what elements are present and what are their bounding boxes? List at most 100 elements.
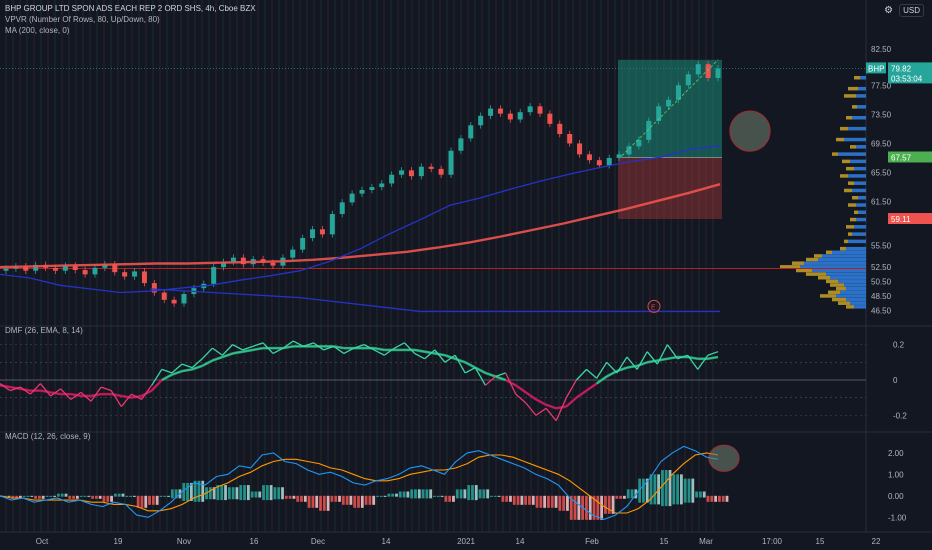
macd-tick-label: 2.00 [888,449,904,458]
dmf-signal-band [525,391,537,401]
volume-profile-bar-up [856,145,866,149]
price-tick-label: 61.50 [871,198,892,207]
candle-body [300,238,306,250]
dmf-signal-band [252,346,264,352]
dmf-line [262,342,274,354]
vwap-line [0,144,721,294]
macd-histogram-bar [277,487,281,500]
macd-histogram-bar [360,495,364,508]
volume-profile-bar-down [854,210,858,215]
candle-body [3,268,9,271]
volume-profile-bar-down [848,203,856,207]
volume-profile-bar-down [852,196,858,200]
time-tick-label: 15 [816,537,825,546]
macd-histogram-bar [56,493,60,497]
macd-histogram-bar [683,478,687,503]
volume-profile-bar-down [818,276,830,280]
volume-profile-bar-down [844,94,856,98]
macd-legend[interactable]: MACD (12, 26, close, 9) [5,432,91,441]
time-tick-label: 14 [382,537,391,546]
candle-body [497,108,503,114]
dmf-signal-band [161,373,173,382]
currency-button[interactable]: USD [899,4,924,17]
volume-profile-bar-down [832,152,838,156]
dmf-signal-band [282,345,294,350]
volume-profile-bar-down [826,250,832,255]
macd-histogram-bar [459,489,463,499]
dmf-signal-band [222,352,234,359]
macd-histogram-bar [558,495,562,511]
symbol-badge-label: BHP [868,64,884,73]
gear-icon[interactable]: ⚙ [884,5,894,16]
macd-histogram-bar [547,495,550,508]
dmf-signal-band [121,394,132,399]
macd-histogram-bar [144,495,148,508]
macd-histogram-bar [315,495,319,508]
vpvr-legend[interactable]: VPVR (Number Of Rows, 80, Up/Down, 80) [5,15,160,24]
macd-histogram-bar [212,487,216,500]
earnings-marker-label: E [651,304,656,311]
lower-band-line [149,288,720,313]
macd-histogram-bar [516,495,520,505]
macd-histogram-bar [189,482,193,501]
dmf-signal-band [150,379,163,392]
dmf-signal-band [555,405,567,410]
macd-histogram-bar [433,495,436,497]
volume-profile-bar-up [856,94,866,98]
candle-body [72,265,78,270]
dmf-signal-band [191,364,203,371]
macd-histogram-bar [490,495,493,497]
volume-profile-bar-down [836,137,844,142]
macd-histogram-bar [577,495,581,520]
candle-body [606,158,612,166]
macd-histogram-bar [368,495,372,505]
macd-histogram-bar [531,495,535,505]
candle-body [221,262,227,268]
macd-histogram-bar [227,487,231,500]
candle-body [408,170,414,177]
volume-profile-bar-up [830,276,866,280]
dmf-line [535,407,547,416]
macd-histogram-bar [474,485,478,501]
macd-histogram-bar [338,495,341,502]
dmf-line [484,375,496,386]
volume-profile-bar-up [848,126,866,131]
macd-histogram-bar [588,495,592,520]
macd-histogram-bar [239,485,243,501]
volume-profile-bar-down [796,268,812,273]
macd-histogram-bar [121,493,125,497]
dmf-tick-label: 0.2 [893,341,905,350]
macd-histogram-bar [364,495,368,505]
volume-profile-bar-up [846,286,866,291]
volume-profile-bar-down [828,290,840,295]
price-tick-label: 52.50 [871,263,892,272]
macd-histogram-bar [129,495,132,497]
dmf-line [666,344,679,360]
candle-body [685,74,691,86]
macd-histogram-bar [41,495,45,499]
volume-profile-bar-up [846,297,866,302]
macd-histogram-bar [148,495,151,505]
volume-profile-bar-down [806,272,826,276]
ma-legend[interactable]: MA (200, close, 0) [5,26,70,35]
time-tick-label: 16 [250,537,259,546]
macd-histogram-bar [155,495,159,505]
candle-body [62,265,68,271]
volume-profile-bar-up [854,225,866,229]
candle-body [636,139,642,147]
time-tick-label: Mar [699,537,713,546]
candle-body [537,106,543,114]
candle-body [527,106,533,113]
dmf-signal-band [515,384,527,394]
macd-histogram-bar [440,495,444,497]
price-tick-label: 55.50 [871,241,892,250]
macd-histogram-bar [83,495,87,497]
macd-histogram-bar [311,495,315,508]
macd-histogram-bar [197,480,201,502]
price-tick-label: 46.50 [871,307,892,316]
dmf-signal-band [414,348,425,353]
macd-histogram-bar [702,491,706,498]
dmf-legend[interactable]: DMF (26, EMA, 8, 14) [5,326,83,335]
macd-histogram-bar [725,495,729,502]
